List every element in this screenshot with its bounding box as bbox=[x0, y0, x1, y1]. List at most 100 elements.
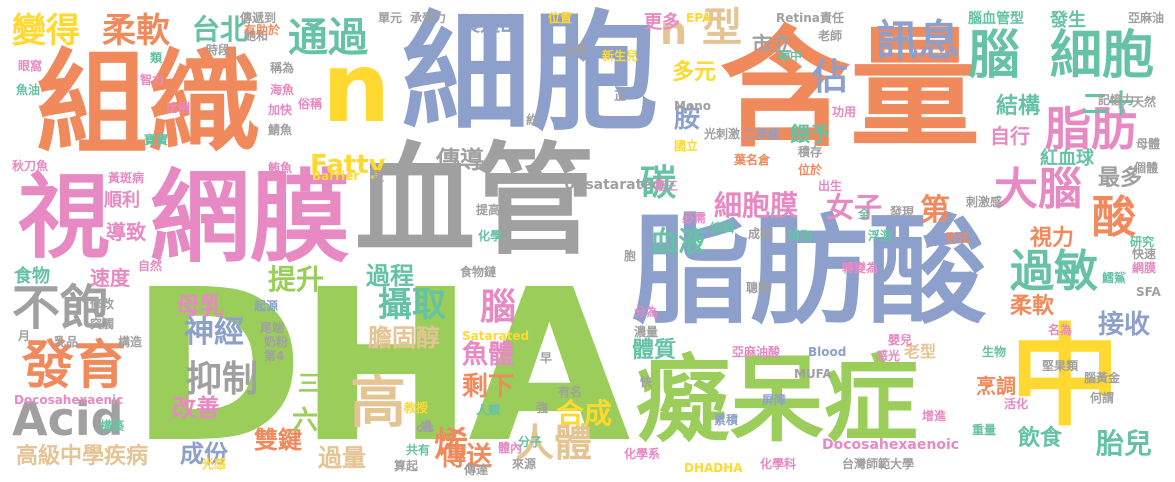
word: 通過 bbox=[288, 18, 368, 58]
word: 母體 bbox=[1136, 138, 1160, 150]
word: 起源 bbox=[254, 300, 278, 312]
word: 天然 bbox=[1132, 96, 1156, 108]
word: 抑制 bbox=[186, 362, 258, 398]
word: 鯖魚 bbox=[268, 124, 292, 136]
word: Retina bbox=[776, 12, 820, 24]
word: 自然 bbox=[138, 260, 162, 272]
word: 過量 bbox=[318, 446, 366, 470]
word: 網膜 bbox=[1132, 262, 1156, 274]
word: 過敏 bbox=[1010, 250, 1098, 294]
word: 女子 bbox=[826, 194, 882, 222]
word: 高 bbox=[350, 376, 406, 432]
word: 記憶力 bbox=[1098, 94, 1134, 106]
word: 轉變為 bbox=[842, 262, 878, 274]
word: 比例 bbox=[166, 102, 190, 114]
word: 位於 bbox=[798, 164, 822, 176]
word: 導致 bbox=[106, 222, 146, 242]
word: 台灣師範大學 bbox=[842, 458, 914, 470]
word: 增進 bbox=[922, 410, 946, 422]
word: 位置 bbox=[548, 12, 572, 24]
word: 化學 bbox=[478, 230, 502, 242]
word: 構築 bbox=[100, 420, 124, 432]
word: 攝取 bbox=[378, 288, 446, 322]
word: 出生 bbox=[818, 180, 842, 192]
word: 活化 bbox=[1004, 398, 1028, 410]
word: 功用 bbox=[832, 106, 856, 118]
word: 累積 bbox=[714, 414, 738, 426]
word: 單元 bbox=[378, 12, 402, 24]
word: 剩下 bbox=[462, 374, 514, 400]
word: 老師 bbox=[818, 30, 842, 42]
word: 化學科 bbox=[760, 458, 796, 470]
word: 提升 bbox=[268, 266, 324, 294]
word: 全 bbox=[858, 208, 870, 220]
word: 傳導 bbox=[436, 148, 484, 172]
word: 黃斑病 bbox=[108, 172, 144, 184]
word: Unsatarated bbox=[564, 178, 662, 192]
word: 月 bbox=[18, 330, 30, 342]
word: 海中 bbox=[778, 50, 802, 62]
word: 磷脂 bbox=[788, 230, 812, 242]
word: 海魚 bbox=[270, 84, 294, 96]
word: 來源 bbox=[512, 458, 536, 470]
word: 感光 bbox=[876, 350, 900, 362]
word: 智力 bbox=[140, 74, 164, 86]
word: 個體 bbox=[1134, 162, 1158, 174]
word: 分子 bbox=[518, 436, 542, 448]
word: 改善 bbox=[172, 396, 220, 420]
word: SFA bbox=[1136, 286, 1161, 298]
word: 膽固醇 bbox=[368, 326, 440, 350]
word: 胎兒 bbox=[1096, 430, 1152, 458]
word: 腦 bbox=[480, 290, 516, 326]
word: 過程 bbox=[366, 264, 414, 288]
word: 訊息 bbox=[876, 20, 960, 62]
word: 光感 bbox=[202, 458, 226, 470]
word: 慮 bbox=[420, 420, 432, 432]
word: 腦 bbox=[968, 30, 1020, 82]
word: 鱈鯊 bbox=[1102, 272, 1126, 284]
word: 烹調 bbox=[976, 376, 1016, 396]
word: 分為 bbox=[634, 306, 658, 318]
word: DHADHA bbox=[684, 462, 743, 474]
word: 突觸 bbox=[90, 318, 114, 330]
word: 變得 bbox=[12, 14, 80, 48]
word: 編輯 bbox=[710, 222, 734, 234]
word: 佔 bbox=[812, 60, 848, 96]
word: 亞麻油酸 bbox=[732, 346, 780, 358]
word: 有助於 bbox=[244, 24, 280, 36]
word: 食物鏈 bbox=[460, 266, 496, 278]
word: 更 bbox=[372, 170, 384, 182]
word: 腦血管型 bbox=[968, 12, 1024, 26]
word: 乳品 bbox=[54, 336, 78, 348]
word: 食物 bbox=[14, 268, 50, 286]
word: 何謂 bbox=[1090, 392, 1114, 404]
word: 人類 bbox=[476, 404, 500, 416]
word: 成熟 bbox=[748, 228, 772, 240]
word: 共有 bbox=[406, 444, 430, 456]
word: 正 bbox=[614, 90, 626, 102]
word: 順利 bbox=[104, 192, 140, 210]
word: 腦黃金 bbox=[1084, 372, 1120, 384]
word: 俗稱 bbox=[298, 98, 322, 110]
word: 約 bbox=[526, 114, 538, 126]
word: 濃量 bbox=[634, 326, 658, 338]
word: 魚油 bbox=[16, 84, 40, 96]
word: 尾端 bbox=[260, 322, 284, 334]
word: MUFA bbox=[794, 368, 832, 380]
word: 視力 bbox=[1030, 228, 1074, 250]
word: Barrier bbox=[312, 170, 359, 182]
word: EPA bbox=[686, 12, 711, 24]
word: 有名 bbox=[558, 386, 582, 398]
word: 柔軟 bbox=[1010, 296, 1054, 318]
word: 生物 bbox=[982, 346, 1006, 358]
word: 胞 bbox=[624, 250, 636, 262]
word: 寶寶 bbox=[144, 134, 168, 146]
word: 加快 bbox=[268, 104, 292, 116]
word: 細胞膜 bbox=[714, 192, 798, 220]
word: 教授 bbox=[404, 402, 428, 414]
word: 修改 bbox=[90, 298, 114, 310]
word: Mono bbox=[674, 100, 711, 112]
word: 聰明 bbox=[746, 282, 770, 294]
word: Docosahexaenic bbox=[14, 394, 123, 406]
word: 大腦 bbox=[994, 168, 1082, 212]
